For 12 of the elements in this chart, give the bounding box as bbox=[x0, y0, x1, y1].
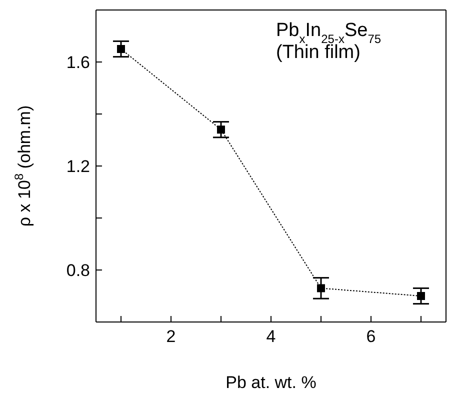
point bbox=[117, 45, 125, 53]
y-tick-label: 1.6 bbox=[66, 53, 90, 72]
point bbox=[317, 284, 325, 292]
point bbox=[217, 126, 225, 134]
x-tick-label: 2 bbox=[166, 327, 176, 346]
x-tick-label: 6 bbox=[366, 327, 376, 346]
y-tick-label: 1.2 bbox=[66, 157, 90, 176]
x-axis-title: Pb at. wt. % bbox=[226, 373, 316, 392]
annotation: (Thin film) bbox=[276, 42, 360, 63]
y-tick-label: 0.8 bbox=[66, 261, 90, 280]
point bbox=[417, 292, 425, 300]
x-tick-label: 4 bbox=[266, 327, 276, 346]
